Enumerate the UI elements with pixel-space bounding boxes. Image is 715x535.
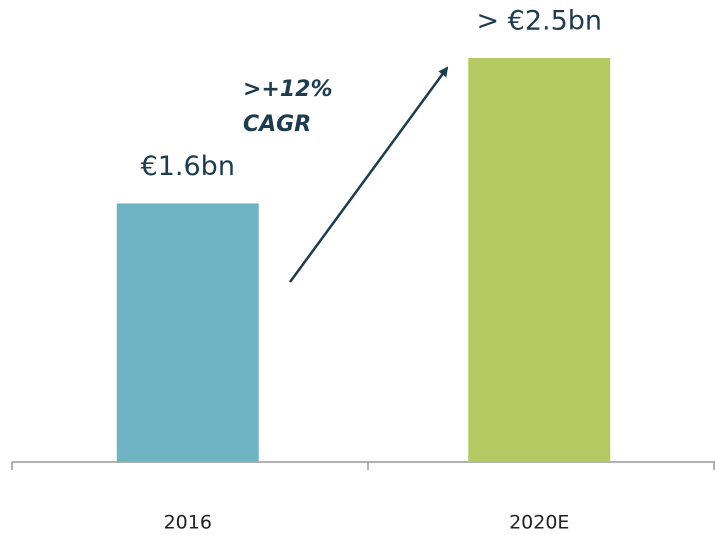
x-tick-label: 2016: [164, 512, 212, 534]
annotation: >+12%: [243, 77, 333, 102]
x-tick-label: 2020E: [509, 512, 569, 534]
bar: [468, 58, 611, 462]
bar: [116, 203, 259, 462]
annotation: CAGR: [243, 112, 311, 137]
value-label: €1.6bn: [141, 151, 235, 182]
value-label: > €2.5bn: [476, 6, 602, 37]
growth-arrow: [288, 66, 449, 283]
